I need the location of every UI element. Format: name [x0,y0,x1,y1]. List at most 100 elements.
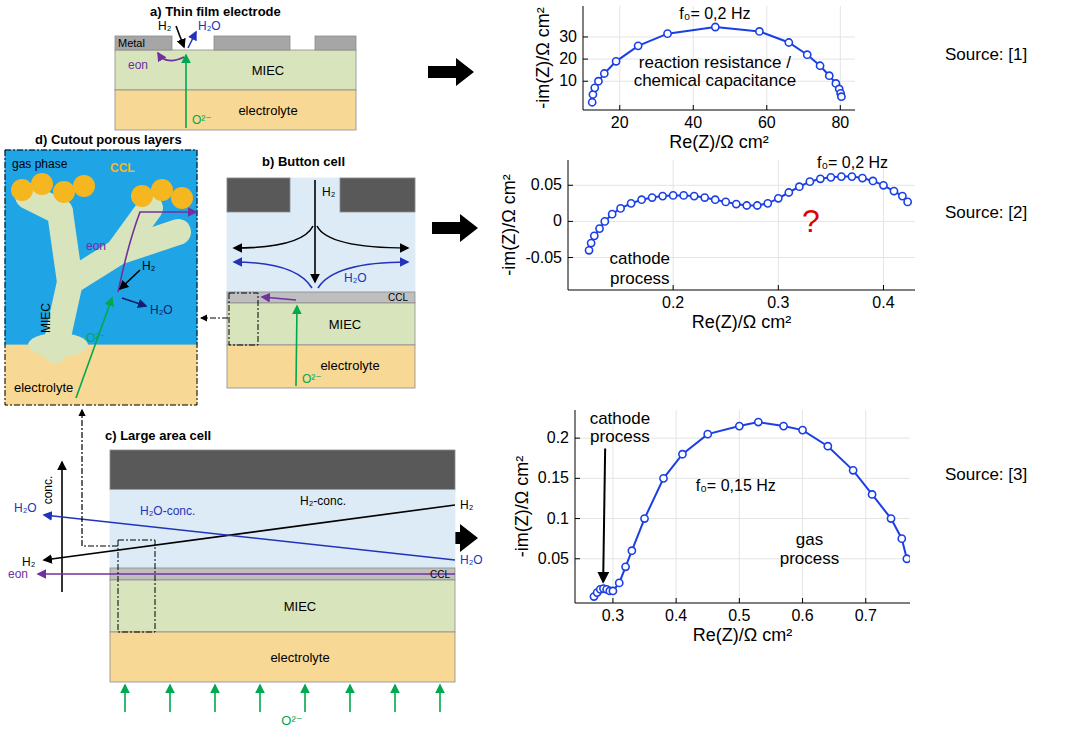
h2o-arrow [188,32,196,48]
tick [676,598,677,603]
data-point [838,93,845,100]
data-point [641,515,648,522]
big-arrow [428,58,474,86]
label: O²⁻ [302,372,322,386]
x-axis [583,110,855,111]
label: electrolyte [320,358,379,373]
chart-0: 20406080102030Re(Z)/Ω cm²-im(Z)/Ω cm² [533,6,855,152]
data-point [755,418,762,425]
tick-label: 0.05 [538,550,569,567]
data-point [817,175,824,182]
tick-label: 0.5 [728,607,750,624]
ccl-layer [227,292,415,303]
chart-2: 0.30.40.50.60.70.050.10.150.2Re(Z)/Ω cm²… [512,410,911,645]
label: H₂ [460,498,474,512]
marks [590,418,910,600]
data-point [754,202,761,209]
data-point [826,72,833,79]
data-point [659,193,666,200]
grid-line [673,160,674,290]
tick-label: 0.3 [602,607,624,624]
data-point [679,451,686,458]
tick-label: 40 [684,114,702,131]
tick-label: -0.05 [526,249,563,266]
tick-label: 60 [758,114,776,131]
ccl-particle [171,187,193,209]
data-point [670,192,677,199]
big-arrow [432,214,478,242]
electron-arrow [118,212,196,292]
data-point [827,174,834,181]
data-point [806,178,813,185]
ccl-particle [73,175,95,197]
data-point [680,192,687,199]
annotation-arrow [603,449,605,582]
grid-line [568,185,915,186]
grid-line [739,410,740,603]
tick-label: 0.15 [538,469,569,486]
miec-layer [227,303,415,345]
grid-line [568,221,915,222]
data-point [868,491,875,498]
data-point [609,211,616,218]
impedance-line [589,177,908,251]
annotation: reaction resistance / [639,53,791,72]
label: gas phase [12,157,68,171]
cutout-frame [5,150,197,405]
electrolyte-layer [5,345,197,405]
ccl-particle [131,185,153,207]
data-point [609,587,616,594]
oxygen-ion-arrow [124,685,126,712]
oxygen-ion-arrow [349,685,351,712]
label: H₂-conc. [300,494,346,508]
annotation: process [780,549,840,568]
label: conc. [41,476,55,505]
data-point [764,200,771,207]
h2-arrow [120,270,140,289]
tick [840,105,841,110]
tick [778,285,779,290]
label: eon [86,239,106,253]
h2-arrow [314,180,316,282]
tick [575,438,580,439]
data-point [848,173,855,180]
grid-line [575,518,910,519]
axis-title: -im(Z)/Ω cm² [533,7,553,108]
label: electrolyte [238,103,297,118]
data-point [704,431,711,438]
tick [575,478,580,479]
tick [575,558,580,559]
data-point [664,30,671,37]
label: MIEC [252,63,285,78]
ccl-particle [151,179,173,201]
marks [589,23,845,105]
data-point [838,173,845,180]
gas-phase [5,150,197,345]
electrolyte-layer [115,90,356,130]
data-point [824,443,831,450]
data-point [736,422,743,429]
oxygen-ion-arrow [296,306,297,386]
h2o-flow-arrow [318,262,408,288]
concentration-axis [61,462,63,592]
tick-label: 30 [559,28,577,45]
data-point [904,198,911,205]
figure: a) Thin film electrodeMetalH₂H₂OO²⁻eonMI… [0,0,1081,731]
grid-line [865,410,866,603]
oxygen-ion-arrow [185,55,187,128]
label: MIEC [39,303,53,333]
tick [568,257,573,258]
cutout-frame [229,293,258,345]
electrolyte-layer [110,632,455,682]
oxygen-ion-arrow [214,685,216,712]
axis-title: Re(Z)/Ω cm² [669,132,768,152]
data-point [712,196,719,203]
tick [583,59,588,60]
tick-label: 0 [553,212,562,229]
data-point [785,189,792,196]
grid-line [802,410,803,603]
data-point [691,193,698,200]
oxygen-ion-arrow [304,685,306,712]
data-point [869,177,876,184]
label: CCL [430,569,450,580]
